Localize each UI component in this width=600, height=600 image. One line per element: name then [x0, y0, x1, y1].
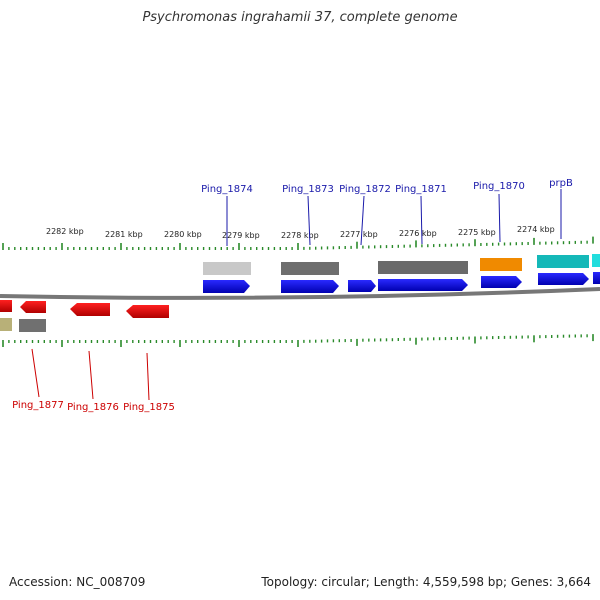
feature-block [480, 258, 522, 271]
gene-label[interactable]: Ping_1870 [473, 181, 525, 192]
bottom-gene-labels: Ping_1877 Ping_1876 Ping_1875 [12, 400, 175, 413]
gene-arrow [126, 305, 169, 318]
gene-arrow [538, 273, 589, 285]
gene-label[interactable]: Ping_1877 [12, 400, 64, 411]
tick-ring-outer [2, 236, 594, 250]
gene-arrow [203, 280, 250, 293]
genome-backbone [0, 287, 600, 300]
scale-label: 2282 kbp [46, 227, 84, 236]
scale-label: 2276 kbp [399, 229, 437, 238]
top-label-leaders [226, 189, 562, 246]
gene-label[interactable]: Ping_1871 [395, 184, 447, 195]
feature-block [592, 254, 600, 267]
gene-arrow [378, 279, 468, 291]
feature-track-outer [203, 254, 600, 275]
feature-block [203, 262, 251, 275]
scale-label: 2278 kbp [281, 231, 319, 240]
feature-block [0, 318, 12, 331]
gene-arrow [0, 300, 12, 312]
scale-label: 2280 kbp [164, 230, 202, 239]
gene-track-reverse [0, 300, 169, 318]
scale-label: 2279 kbp [222, 231, 260, 240]
gene-label[interactable]: Ping_1873 [282, 184, 334, 195]
genome-title: Psychromonas ingrahamii 37, complete gen… [142, 10, 458, 25]
gene-label[interactable]: Ping_1876 [67, 402, 119, 413]
gene-arrow [20, 301, 46, 313]
gene-label[interactable]: prpB [549, 178, 573, 189]
gene-arrow [481, 276, 522, 288]
scale-label: 2274 kbp [517, 225, 555, 234]
feature-block [537, 255, 589, 268]
gene-arrow [593, 272, 600, 284]
tick-ring-inner [2, 334, 594, 347]
feature-block [281, 262, 339, 275]
feature-block [378, 261, 468, 274]
bottom-label-leaders [31, 348, 150, 401]
gene-arrow [70, 303, 110, 316]
top-gene-labels: Ping_1874 Ping_1873 Ping_1872 Ping_1871 … [201, 178, 573, 195]
feature-block [19, 319, 46, 332]
scale-label: 2275 kbp [458, 228, 496, 237]
gene-track-forward [203, 272, 600, 293]
scale-labels: 2282 kbp 2281 kbp 2280 kbp 2279 kbp 2278… [46, 225, 555, 240]
scale-label: 2277 kbp [340, 230, 378, 239]
gene-label[interactable]: Ping_1872 [339, 184, 391, 195]
scale-label: 2281 kbp [105, 230, 143, 239]
gene-label[interactable]: Ping_1875 [123, 402, 175, 413]
gene-arrow [281, 280, 339, 293]
gene-label[interactable]: Ping_1874 [201, 184, 253, 195]
genome-summary-text: Topology: circular; Length: 4,559,598 bp… [261, 575, 591, 589]
accession-text: Accession: NC_008709 [9, 575, 146, 589]
feature-track-inner [0, 318, 46, 332]
gene-arrow [348, 280, 376, 292]
